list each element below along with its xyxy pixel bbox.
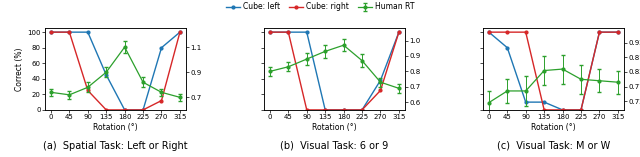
Cube: left: (180, 0): left: (180, 0) (121, 109, 129, 111)
Cube: left: (45, 100): left: (45, 100) (65, 31, 73, 33)
Cube: W: (45, 100): W: (45, 100) (504, 31, 511, 33)
Line: Cube: 9: Cube: 9 (269, 31, 400, 111)
Line: Cube: W: Cube: W (488, 31, 620, 111)
Cube: left: (315, 100): left: (315, 100) (176, 31, 184, 33)
Text: (b)  Visual Task: 6 or 9: (b) Visual Task: 6 or 9 (280, 141, 388, 151)
Cube: 9: (315, 100): 9: (315, 100) (395, 31, 403, 33)
Cube: W: (135, 0): W: (135, 0) (540, 109, 548, 111)
Cube: 6: (135, 0): 6: (135, 0) (321, 109, 329, 111)
Cube: M: (180, 0): M: (180, 0) (559, 109, 566, 111)
Y-axis label: Correct (%): Correct (%) (15, 47, 24, 91)
Text: (c)  Visual Task: M or W: (c) Visual Task: M or W (497, 141, 610, 151)
Cube: 6: (0, 100): 6: (0, 100) (266, 31, 274, 33)
Cube: right: (45, 100): right: (45, 100) (65, 31, 73, 33)
Cube: M: (225, 0): M: (225, 0) (577, 109, 585, 111)
Line: Cube: M: Cube: M (488, 31, 620, 111)
Text: (a)  Spatial Task: Left or Right: (a) Spatial Task: Left or Right (43, 141, 188, 151)
Line: Cube: right: Cube: right (49, 31, 181, 111)
Cube: 9: (180, 0): 9: (180, 0) (340, 109, 348, 111)
Cube: 6: (225, 0): 6: (225, 0) (358, 109, 366, 111)
Cube: 6: (90, 100): 6: (90, 100) (303, 31, 310, 33)
Line: Cube: 6: Cube: 6 (269, 31, 400, 111)
Cube: 9: (270, 25): 9: (270, 25) (376, 89, 384, 91)
Legend: Cube: left, Cube: right, Human RT: Cube: left, Cube: right, Human RT (225, 1, 415, 13)
Cube: 6: (45, 100): 6: (45, 100) (285, 31, 292, 33)
X-axis label: Rotation (°): Rotation (°) (93, 123, 138, 132)
Cube: 9: (45, 100): 9: (45, 100) (285, 31, 292, 33)
Cube: M: (90, 10): M: (90, 10) (522, 101, 529, 103)
Cube: left: (135, 45): left: (135, 45) (102, 74, 110, 76)
Cube: M: (135, 10): M: (135, 10) (540, 101, 548, 103)
X-axis label: Rotation (°): Rotation (°) (312, 123, 356, 132)
Cube: M: (0, 100): M: (0, 100) (485, 31, 493, 33)
Cube: M: (270, 100): M: (270, 100) (596, 31, 604, 33)
Cube: left: (90, 100): left: (90, 100) (84, 31, 92, 33)
Cube: right: (0, 100): right: (0, 100) (47, 31, 55, 33)
Cube: right: (225, 0): right: (225, 0) (140, 109, 147, 111)
Cube: M: (315, 100): M: (315, 100) (614, 31, 621, 33)
Cube: 9: (0, 100): 9: (0, 100) (266, 31, 274, 33)
Cube: left: (225, 0): left: (225, 0) (140, 109, 147, 111)
Cube: M: (45, 80): M: (45, 80) (504, 47, 511, 49)
Cube: W: (225, 0): W: (225, 0) (577, 109, 585, 111)
Cube: 6: (180, 0): 6: (180, 0) (340, 109, 348, 111)
Cube: left: (270, 80): left: (270, 80) (157, 47, 165, 49)
Cube: right: (90, 25): right: (90, 25) (84, 89, 92, 91)
Cube: W: (315, 100): W: (315, 100) (614, 31, 621, 33)
Line: Cube: left: Cube: left (49, 31, 181, 111)
Cube: right: (180, 0): right: (180, 0) (121, 109, 129, 111)
Cube: W: (270, 100): W: (270, 100) (596, 31, 604, 33)
Cube: right: (135, 0): right: (135, 0) (102, 109, 110, 111)
Cube: W: (180, 0): W: (180, 0) (559, 109, 566, 111)
Cube: 9: (90, 0): 9: (90, 0) (303, 109, 310, 111)
Cube: left: (0, 100): left: (0, 100) (47, 31, 55, 33)
Cube: 9: (225, 0): 9: (225, 0) (358, 109, 366, 111)
Cube: 6: (315, 100): 6: (315, 100) (395, 31, 403, 33)
Cube: W: (90, 100): W: (90, 100) (522, 31, 529, 33)
Cube: right: (315, 100): right: (315, 100) (176, 31, 184, 33)
Cube: right: (270, 12): right: (270, 12) (157, 100, 165, 102)
Cube: W: (0, 100): W: (0, 100) (485, 31, 493, 33)
Cube: 9: (135, 0): 9: (135, 0) (321, 109, 329, 111)
Cube: 6: (270, 38): 6: (270, 38) (376, 79, 384, 81)
X-axis label: Rotation (°): Rotation (°) (531, 123, 575, 132)
